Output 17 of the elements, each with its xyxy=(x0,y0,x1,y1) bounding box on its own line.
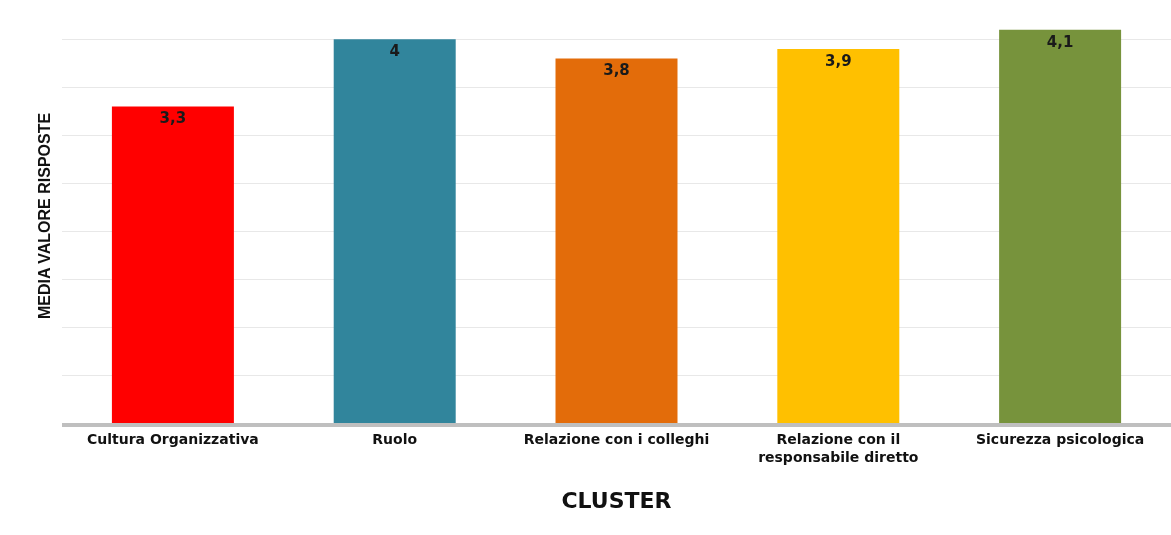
x-tick-label: Relazione con i colleghi xyxy=(523,430,710,447)
x-axis-title: CLUSTER xyxy=(561,488,672,514)
y-axis-title: MEDIA VALORE RISPOSTE xyxy=(35,112,53,320)
bar xyxy=(333,39,456,423)
x-tick-label: Relazione con il responsabile diretto xyxy=(758,430,919,465)
x-tick-label: Ruolo xyxy=(372,430,418,447)
data-label: 3,3 xyxy=(159,109,187,128)
x-tick-label: Sicurezza psicologica xyxy=(975,430,1145,447)
bar xyxy=(777,48,900,423)
data-label: 3,8 xyxy=(603,61,630,80)
data-label: 3,9 xyxy=(825,51,852,70)
x-tick-label: Cultura Organizzativa xyxy=(87,430,259,447)
data-label: 4,1 xyxy=(1046,32,1074,51)
bar xyxy=(999,29,1122,423)
data-label: 4 xyxy=(389,42,400,61)
bar xyxy=(111,106,234,423)
bar xyxy=(555,58,678,423)
